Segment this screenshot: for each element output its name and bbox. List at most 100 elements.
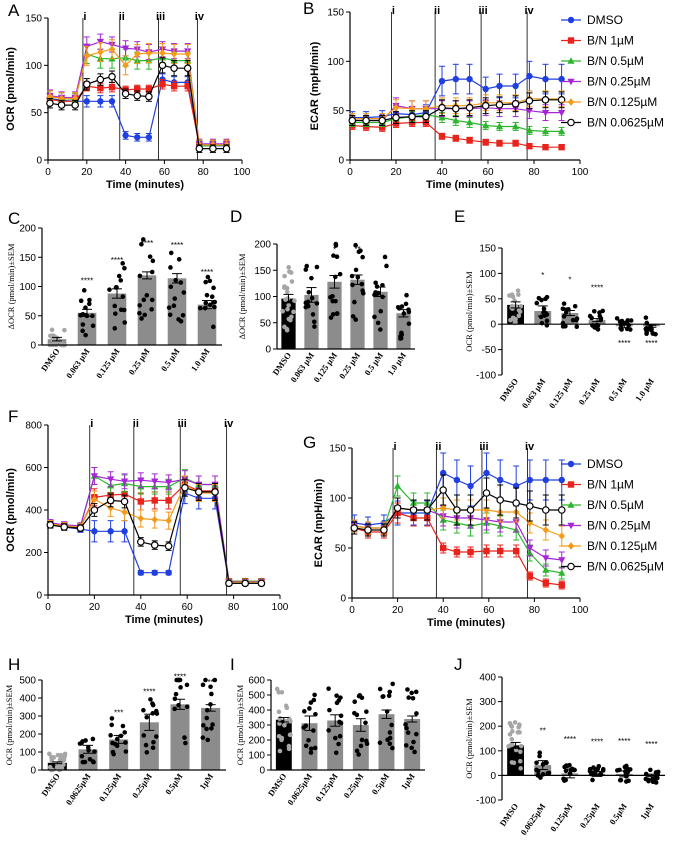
data-point	[257, 579, 266, 588]
y-tick-label: -100	[476, 371, 496, 382]
data-point	[71, 101, 79, 109]
data-dot	[282, 722, 287, 728]
data-dot	[197, 305, 203, 311]
data-point	[393, 504, 402, 512]
data-dot	[205, 274, 211, 280]
panel-label: J	[454, 655, 463, 674]
data-dot	[282, 284, 287, 289]
data-point	[512, 82, 519, 90]
data-point	[542, 555, 550, 562]
category-label: 1.0 µM	[385, 350, 408, 377]
data-dot	[204, 715, 210, 721]
data-dot	[171, 303, 177, 309]
data-dot	[643, 315, 649, 320]
data-dot	[142, 312, 148, 318]
data-dot	[80, 759, 86, 765]
data-dot	[112, 326, 118, 331]
data-dot	[405, 730, 411, 735]
y-tick-label: 150	[19, 253, 36, 264]
data-point	[526, 545, 534, 552]
data-dot	[353, 267, 359, 273]
data-dot	[363, 720, 368, 726]
data-dot	[141, 297, 147, 303]
data-point	[91, 528, 98, 535]
y-tick-label: 200	[479, 722, 496, 733]
data-dot	[62, 327, 67, 333]
data-point	[96, 75, 105, 84]
data-dot	[137, 310, 142, 316]
series-b-n-0-0625-m	[348, 91, 566, 126]
data-dot	[204, 292, 210, 298]
injection-label: ii	[435, 441, 441, 453]
data-dot	[291, 309, 296, 315]
data-dot	[404, 725, 409, 731]
data-dot	[57, 763, 63, 768]
data-point	[241, 579, 250, 588]
data-dot	[382, 254, 388, 260]
data-dot	[513, 319, 518, 325]
data-dot	[90, 759, 96, 764]
data-dot	[122, 320, 128, 325]
data-dot	[304, 263, 310, 269]
y-tick-label: 150	[479, 244, 496, 255]
data-dot	[118, 278, 124, 283]
data-dot	[360, 291, 366, 296]
data-dot	[537, 753, 542, 759]
data-point	[145, 92, 153, 101]
data-dot	[572, 303, 578, 309]
data-point	[181, 483, 189, 492]
bar	[197, 304, 217, 345]
data-dot	[210, 722, 215, 727]
data-point	[483, 469, 490, 477]
data-dot	[413, 689, 419, 695]
category-label: 0.5 µM	[606, 376, 629, 403]
data-point	[495, 122, 504, 130]
legend-label: DMSO	[587, 13, 623, 27]
category-label: 0.0625µM	[285, 771, 314, 806]
data-dot	[311, 697, 317, 703]
significance-label: ****	[591, 284, 603, 293]
data-dot	[364, 709, 369, 714]
data-dot	[110, 740, 115, 746]
injection-label: i	[394, 441, 397, 453]
data-point	[151, 478, 159, 486]
data-point	[422, 112, 430, 121]
data-dot	[123, 740, 128, 745]
data-dot	[167, 312, 173, 318]
panel-label: C	[8, 209, 20, 228]
data-point	[225, 579, 233, 588]
data-dot	[109, 716, 115, 721]
data-dot	[288, 732, 293, 738]
data-point	[121, 528, 128, 535]
y-tick-label: 0	[30, 766, 36, 777]
data-dot	[149, 269, 155, 275]
data-dot	[414, 711, 419, 716]
data-dot	[289, 279, 295, 284]
data-dot	[80, 322, 86, 327]
data-dot	[279, 737, 284, 743]
legend-label: B/N 1µM	[587, 478, 634, 492]
y-tick-label: 100	[19, 282, 36, 293]
data-point	[392, 113, 400, 122]
data-point	[170, 82, 178, 90]
data-dot	[122, 265, 127, 271]
data-dot	[546, 770, 552, 776]
data-dot	[406, 321, 412, 327]
data-dot	[615, 768, 620, 773]
data-point	[512, 499, 520, 507]
significance-label: ****	[111, 256, 123, 265]
data-dot	[120, 723, 126, 729]
data-point	[525, 107, 533, 115]
data-point	[184, 50, 191, 58]
data-dot	[311, 319, 317, 325]
data-dot	[205, 737, 211, 743]
data-dot	[509, 724, 515, 729]
data-dot	[149, 307, 154, 312]
y-tick-label: 100	[327, 57, 344, 68]
data-dot	[517, 758, 523, 764]
data-dot	[204, 726, 209, 732]
category-label: 0.25µM	[578, 801, 602, 830]
data-dot	[168, 265, 173, 270]
data-dot	[515, 288, 521, 293]
data-dot	[61, 757, 67, 763]
